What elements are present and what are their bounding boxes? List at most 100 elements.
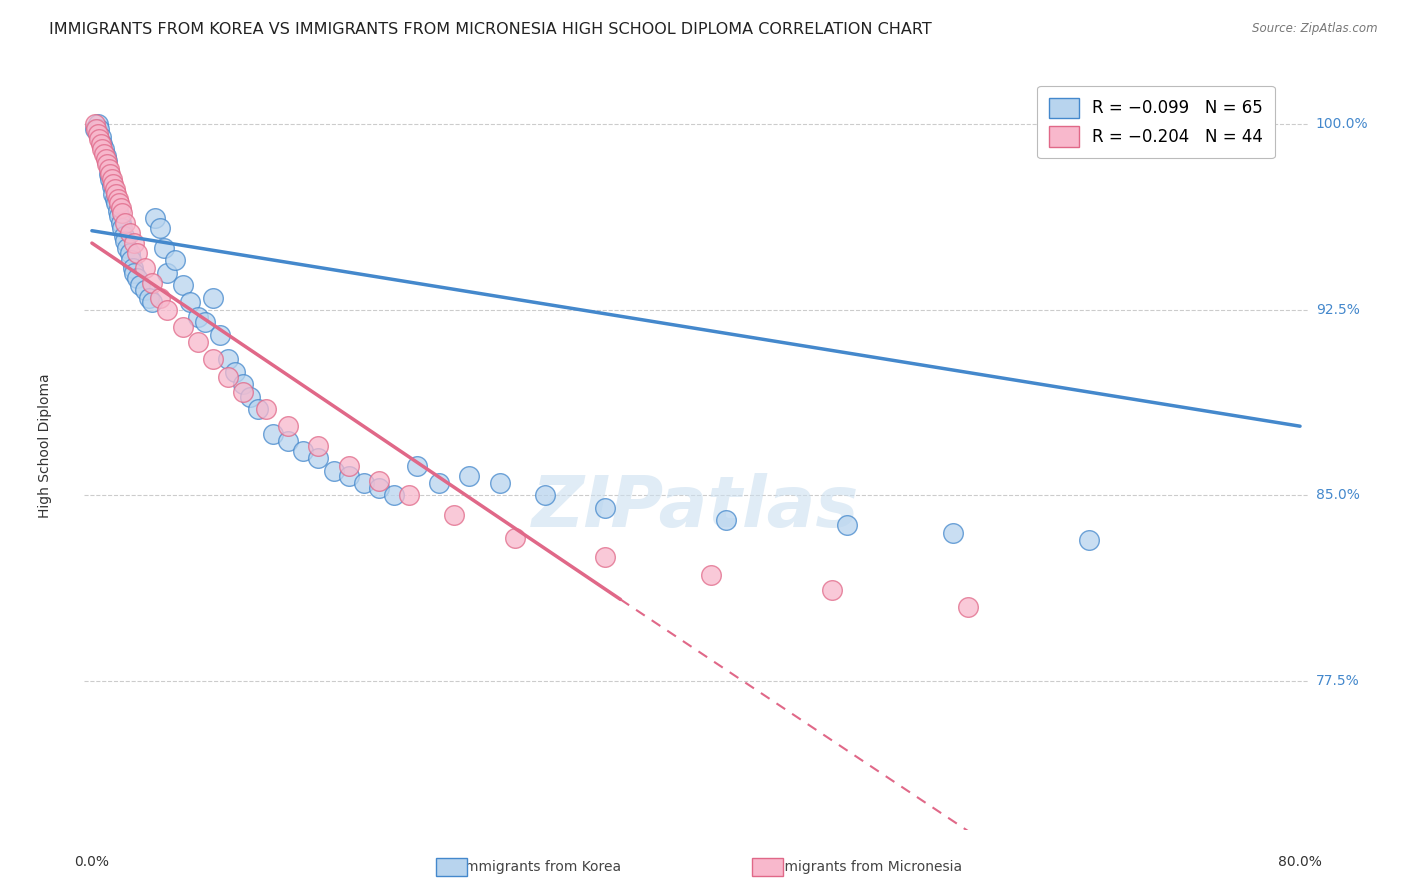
Point (107, 192, 129, 206)
Point (100, 171, 122, 186)
Text: 77.5%: 77.5% (1316, 674, 1360, 688)
Point (835, 518, 858, 533)
Point (201, 291, 224, 305)
Point (118, 226, 141, 240)
Point (84, 122, 107, 136)
Point (595, 500, 617, 515)
Point (84, 117, 107, 131)
Point (114, 234, 136, 248)
Point (91, 142, 114, 156)
Point (292, 444, 315, 458)
Point (187, 310, 209, 325)
Point (138, 291, 160, 305)
Point (94, 149, 117, 163)
Point (121, 260, 143, 275)
Point (337, 458, 360, 473)
Point (262, 426, 284, 441)
Point (194, 315, 217, 329)
Point (239, 390, 262, 404)
Point (94, 152, 117, 166)
Point (179, 295, 201, 310)
Point (254, 401, 277, 416)
Point (100, 179, 122, 194)
Point (156, 266, 179, 280)
Point (93, 142, 115, 156)
Point (111, 221, 134, 235)
Point (127, 270, 149, 285)
Point (108, 196, 131, 211)
Point (247, 401, 270, 416)
Point (103, 192, 125, 206)
Point (134, 283, 156, 297)
Point (97, 161, 120, 176)
Text: Source: ZipAtlas.com: Source: ZipAtlas.com (1253, 22, 1378, 36)
Point (91, 137, 114, 152)
Point (112, 228, 135, 243)
Point (105, 196, 128, 211)
Point (96, 157, 118, 171)
Text: IMMIGRANTS FROM KOREA VS IMMIGRANTS FROM MICRONESIA HIGH SCHOOL DIPLOMA CORRELAT: IMMIGRANTS FROM KOREA VS IMMIGRANTS FROM… (49, 22, 932, 37)
Point (232, 377, 254, 392)
Point (129, 278, 152, 293)
Point (149, 221, 172, 235)
Point (111, 206, 134, 220)
Text: Immigrants from Micronesia: Immigrants from Micronesia (768, 860, 962, 874)
Text: 100.0%: 100.0% (1316, 118, 1368, 131)
Point (98, 167, 121, 181)
Point (103, 181, 125, 195)
Point (134, 260, 156, 275)
Point (115, 241, 138, 255)
Point (87, 117, 110, 131)
Point (110, 216, 132, 230)
Point (143, 211, 166, 226)
Point (172, 320, 194, 334)
Point (127, 246, 149, 260)
Point (96, 154, 118, 169)
Point (97, 167, 120, 181)
Point (367, 474, 389, 488)
Text: 80.0%: 80.0% (1278, 855, 1322, 869)
Point (277, 419, 299, 434)
Point (217, 352, 239, 367)
Point (86, 122, 108, 136)
Point (307, 439, 329, 453)
Point (277, 434, 299, 448)
Point (141, 276, 163, 290)
Point (956, 599, 979, 614)
Point (382, 488, 405, 502)
Point (232, 384, 254, 399)
Point (108, 209, 131, 223)
Point (201, 352, 224, 367)
Point (122, 236, 145, 251)
Point (443, 508, 465, 523)
Point (90, 137, 112, 152)
Text: 92.5%: 92.5% (1316, 303, 1360, 317)
Point (93, 147, 115, 161)
Point (120, 253, 142, 268)
Point (87, 127, 110, 141)
Point (90, 129, 112, 144)
Point (337, 468, 360, 483)
Point (122, 266, 145, 280)
Text: ZIPatlas: ZIPatlas (533, 473, 859, 541)
Point (942, 525, 965, 540)
Point (107, 203, 129, 218)
Point (118, 246, 141, 260)
Point (1077, 533, 1099, 547)
Point (89, 132, 111, 146)
Point (534, 488, 557, 502)
Point (224, 365, 246, 379)
Point (114, 216, 136, 230)
Point (141, 295, 163, 310)
Point (405, 458, 427, 473)
Point (172, 278, 194, 293)
Point (98, 171, 121, 186)
Point (714, 513, 737, 527)
Point (156, 302, 179, 317)
Point (488, 476, 510, 491)
Point (101, 186, 124, 201)
Point (503, 531, 526, 545)
Point (163, 253, 186, 268)
Point (89, 122, 111, 136)
Point (105, 186, 128, 201)
